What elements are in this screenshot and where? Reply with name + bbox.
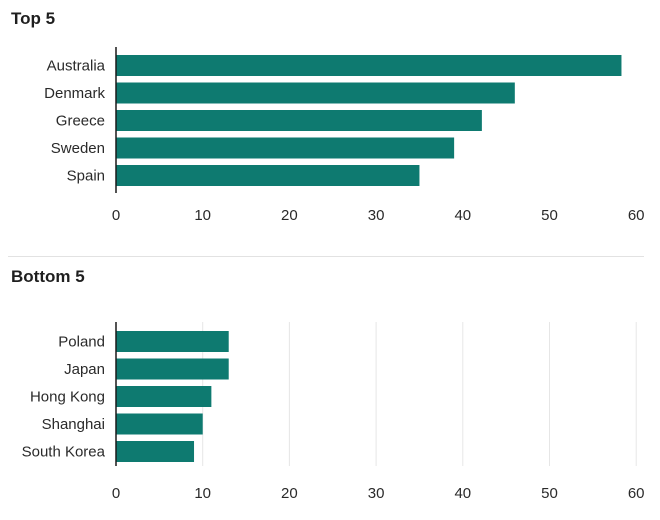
top-5-title: Top 5	[11, 9, 56, 28]
category-label: Denmark	[44, 85, 105, 102]
category-label: Shanghai	[42, 416, 105, 433]
bar-denmark	[116, 82, 515, 104]
x-tick-label: 30	[368, 485, 385, 502]
x-tick-label: 40	[454, 485, 471, 502]
bar-shanghai	[116, 413, 203, 435]
category-label: Greece	[56, 113, 105, 130]
bar-australia	[116, 55, 622, 76]
bar-greece	[116, 110, 482, 131]
category-label: Japan	[64, 361, 105, 378]
bar-poland	[116, 331, 229, 352]
x-tick-label: 10	[194, 207, 211, 224]
x-tick-label: 60	[628, 207, 645, 224]
x-tick-label: 60	[628, 485, 645, 502]
category-label: Spain	[67, 168, 105, 185]
panel-divider	[8, 256, 644, 257]
x-tick-label: 50	[541, 207, 558, 224]
x-tick-label: 20	[281, 207, 298, 224]
bottom-5-bar-chart: Poland Japan Hong Kong Shanghai South Korea 0…	[22, 322, 645, 502]
bottom-5-title: Bottom 5	[11, 267, 85, 286]
bar-sweden	[116, 137, 455, 159]
bottom-5-panel: Bottom 5 Poland Japan Hong Kong Shanghai Sou…	[0, 258, 660, 515]
x-tick-label: 0	[112, 485, 120, 502]
category-label: Sweden	[51, 140, 105, 157]
x-tick-label: 50	[541, 485, 558, 502]
top-5-panel: Top 5 Australia Denmark Greece Sweden Spain 0…	[0, 0, 660, 240]
x-tick-label: 0	[112, 207, 120, 224]
category-label: Poland	[58, 334, 105, 351]
bar-hong-kong	[116, 386, 212, 407]
x-tick-label: 40	[454, 207, 471, 224]
category-label: Hong Kong	[30, 389, 105, 406]
category-label: South Korea	[22, 444, 106, 461]
x-tick-label: 10	[194, 485, 211, 502]
x-tick-label: 30	[368, 207, 385, 224]
bar-south-korea	[116, 441, 195, 462]
bar-japan	[116, 358, 229, 380]
category-label: Australia	[47, 58, 106, 75]
x-tick-label: 20	[281, 485, 298, 502]
bar-spain	[116, 165, 420, 186]
top-5-bar-chart: Australia Denmark Greece Sweden Spain 0 10 20 30…	[44, 47, 645, 224]
